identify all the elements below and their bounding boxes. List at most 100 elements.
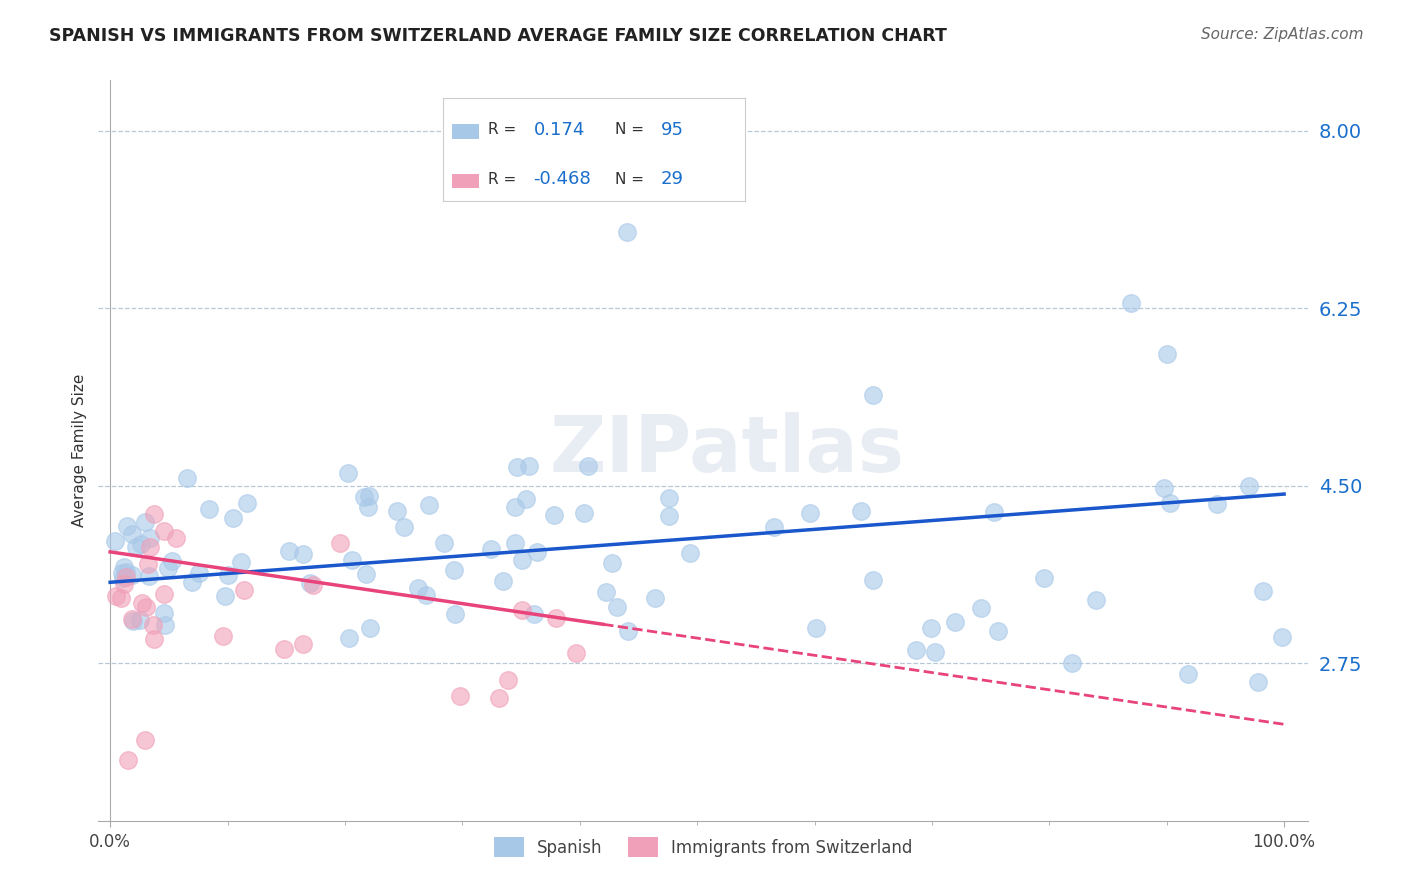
Point: [142, 507, 165, 521]
Point: [970, 601, 993, 615]
Text: SPANISH VS IMMIGRANTS FROM SWITZERLAND AVERAGE FAMILY SIZE CORRELATION CHART: SPANISH VS IMMIGRANTS FROM SWITZERLAND A…: [49, 27, 948, 45]
Point: [983, 505, 1005, 519]
Point: [433, 535, 456, 549]
Point: [278, 544, 301, 558]
Point: [181, 574, 204, 589]
Point: [385, 504, 408, 518]
Point: [415, 588, 437, 602]
Point: [606, 599, 628, 614]
Point: [112, 577, 135, 591]
Point: [679, 546, 702, 560]
Point: [121, 527, 143, 541]
Point: [617, 624, 640, 638]
Text: R =: R =: [488, 171, 516, 186]
Point: [357, 500, 380, 514]
Point: [217, 568, 239, 582]
Point: [616, 226, 638, 240]
Point: [526, 545, 548, 559]
Point: [115, 570, 138, 584]
Point: [479, 542, 502, 557]
FancyBboxPatch shape: [451, 174, 479, 188]
Point: [152, 606, 174, 620]
Point: [1060, 656, 1083, 670]
Point: [143, 632, 166, 647]
Point: [443, 564, 465, 578]
Point: [1156, 347, 1178, 361]
Point: [115, 519, 138, 533]
Point: [1121, 296, 1143, 310]
Point: [121, 612, 143, 626]
Point: [924, 645, 946, 659]
Point: [329, 535, 352, 549]
Point: [905, 643, 928, 657]
Point: [1153, 482, 1175, 496]
Point: [153, 587, 176, 601]
Point: [799, 506, 821, 520]
Point: [492, 574, 515, 588]
Point: [600, 556, 623, 570]
Point: [273, 642, 295, 657]
Point: [576, 458, 599, 473]
Point: [1271, 631, 1294, 645]
Point: [418, 498, 440, 512]
Point: [135, 600, 157, 615]
Text: 0.174: 0.174: [534, 121, 585, 139]
Point: [572, 507, 595, 521]
Point: [291, 637, 314, 651]
Legend: Spanish, Immigrants from Switzerland: Spanish, Immigrants from Switzerland: [486, 830, 920, 864]
Point: [142, 618, 165, 632]
Point: [112, 559, 135, 574]
Point: [523, 607, 546, 622]
Point: [1206, 497, 1229, 511]
Text: R =: R =: [488, 122, 516, 137]
Point: [546, 611, 568, 625]
Point: [131, 596, 153, 610]
Point: [862, 387, 884, 401]
Point: [763, 520, 786, 534]
Point: [337, 466, 360, 480]
Point: [503, 535, 526, 549]
Point: [565, 646, 588, 660]
Point: [153, 524, 176, 538]
Point: [187, 566, 209, 580]
Point: [302, 577, 325, 591]
Point: [658, 508, 681, 523]
Point: [111, 570, 134, 584]
Point: [510, 553, 533, 567]
Text: N =: N =: [616, 122, 644, 137]
Point: [1247, 675, 1270, 690]
Point: [232, 583, 254, 598]
Text: 29: 29: [661, 170, 683, 188]
Point: [804, 621, 827, 635]
Point: [214, 589, 236, 603]
Point: [139, 531, 162, 545]
Point: [134, 515, 156, 529]
Point: [595, 585, 617, 599]
Point: [658, 491, 681, 506]
Point: [105, 589, 128, 603]
Point: [644, 591, 666, 605]
Text: N =: N =: [616, 171, 644, 186]
Point: [298, 576, 321, 591]
Point: [176, 471, 198, 485]
Point: [449, 690, 471, 704]
Text: ZIPatlas: ZIPatlas: [550, 412, 904, 489]
Text: -0.468: -0.468: [534, 170, 592, 188]
Point: [153, 618, 176, 632]
Point: [212, 629, 235, 643]
Point: [862, 574, 884, 588]
Point: [1251, 584, 1274, 599]
Point: [128, 613, 150, 627]
Point: [110, 591, 132, 605]
Point: [353, 490, 375, 504]
Point: [342, 553, 364, 567]
Point: [354, 566, 377, 581]
Point: [160, 554, 183, 568]
Point: [392, 520, 415, 534]
Point: [138, 540, 160, 554]
Point: [517, 459, 540, 474]
Point: [117, 753, 139, 767]
Point: [138, 568, 160, 582]
Point: [136, 557, 159, 571]
Point: [488, 690, 510, 705]
